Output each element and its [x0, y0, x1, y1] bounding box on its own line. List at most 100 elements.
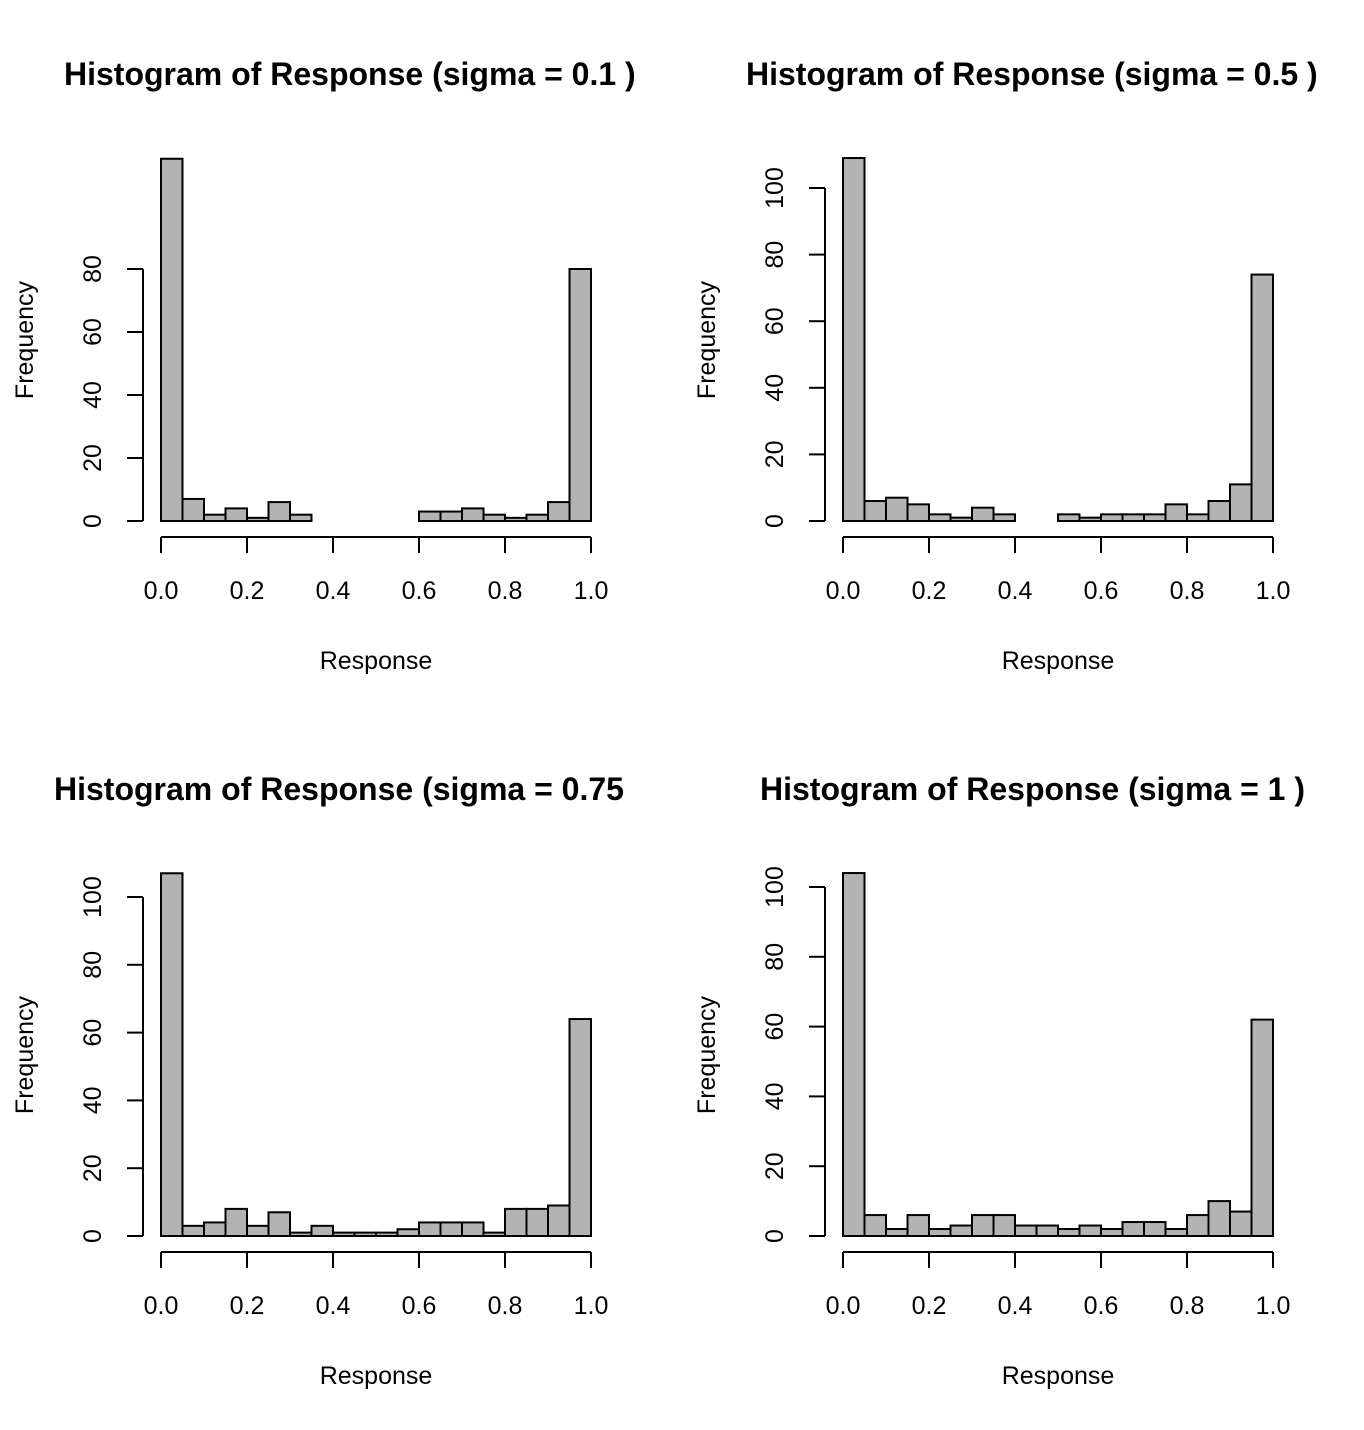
y-tick-label: 60 — [79, 1019, 107, 1047]
histogram-bar — [1078, 1224, 1102, 1238]
y-tick-label: 60 — [79, 318, 107, 346]
panel-title: Histogram of Response (sigma = 0.75 — [54, 771, 624, 807]
y-tick-label: 0 — [761, 1229, 789, 1243]
y-axis: 0 20 40 60 80 100 — [761, 167, 826, 528]
x-tick-label: 0.8 — [1170, 577, 1205, 605]
x-tick-label: 0.6 — [1084, 577, 1119, 605]
histogram-bar — [1250, 273, 1274, 522]
y-tick-label: 40 — [79, 381, 107, 409]
histogram-bar — [461, 507, 485, 522]
histogram-panel-1: Histogram of Response (sigma = 0.1 ) Res… — [11, 56, 636, 675]
x-tick-label: 0.0 — [144, 577, 179, 605]
histogram-bar — [1229, 1210, 1253, 1237]
histogram-bar — [504, 516, 528, 522]
histogram-bar — [1100, 1228, 1124, 1238]
histogram-bar — [547, 501, 571, 523]
y-tick-label: 100 — [79, 876, 107, 918]
bars — [842, 872, 1274, 1238]
histogram-bar — [1143, 513, 1167, 523]
histogram-bar — [842, 157, 866, 522]
x-tick-label: 0.4 — [316, 1292, 351, 1320]
y-tick-label: 100 — [761, 167, 789, 209]
x-axis-label: Response — [320, 1362, 433, 1390]
x-axis-label: Response — [320, 647, 433, 675]
histogram-bar — [203, 513, 227, 523]
histogram-bar — [885, 1228, 909, 1238]
histogram-bar — [160, 872, 184, 1238]
x-tick-label: 1.0 — [574, 577, 609, 605]
histogram-bar — [482, 513, 506, 523]
histogram-bar — [949, 516, 973, 522]
y-tick-label: 0 — [79, 1229, 107, 1243]
y-tick-label: 60 — [761, 307, 789, 335]
histogram-bar — [863, 500, 887, 522]
histogram-bar — [928, 1228, 952, 1238]
histogram-bar — [439, 510, 463, 522]
y-tick-label: 20 — [761, 440, 789, 468]
panel-title: Histogram of Response (sigma = 0.5 ) — [746, 56, 1318, 92]
x-axis-label: Response — [1002, 1362, 1115, 1390]
histogram-bar — [289, 513, 313, 523]
histogram-bar — [568, 1018, 592, 1237]
histogram-bar — [1207, 500, 1231, 522]
y-tick-label: 0 — [79, 514, 107, 528]
x-tick-label: 0.8 — [488, 577, 523, 605]
x-axis-label: Response — [1002, 647, 1115, 675]
x-tick-label: 0.6 — [402, 1292, 437, 1320]
histogram-bar — [1078, 516, 1102, 522]
histogram-bar — [906, 503, 930, 523]
histogram-bar — [289, 1231, 313, 1237]
histogram-bar — [461, 1221, 485, 1237]
histogram-bar — [906, 1214, 930, 1238]
histogram-bar — [1121, 513, 1145, 523]
histogram-bar — [547, 1204, 571, 1237]
histogram-bar — [181, 497, 205, 523]
y-tick-label: 20 — [761, 1152, 789, 1180]
histogram-bar — [568, 268, 592, 522]
histogram-panel-4: Histogram of Response (sigma = 1 ) Respo… — [693, 771, 1305, 1390]
histogram-bar — [971, 506, 995, 522]
histogram-bar — [1014, 1224, 1038, 1238]
histogram-bar — [418, 510, 442, 522]
histogram-bar — [842, 872, 866, 1237]
y-tick-label: 0 — [761, 514, 789, 528]
histogram-bar — [1057, 1228, 1081, 1238]
y-tick-label: 40 — [79, 1086, 107, 1114]
histogram-bar — [1186, 1214, 1210, 1238]
histogram-bar — [863, 1214, 887, 1238]
bars — [160, 157, 592, 523]
histogram-panel-3: Histogram of Response (sigma = 0.75 Resp… — [11, 771, 624, 1390]
x-tick-label: 0.6 — [1084, 1292, 1119, 1320]
histogram-bar — [482, 1231, 506, 1237]
histogram-bar — [1143, 1221, 1167, 1238]
histogram-bar — [353, 1231, 377, 1237]
histogram-bar — [885, 496, 909, 523]
bars — [160, 872, 592, 1238]
x-tick-label: 0.8 — [488, 1292, 523, 1320]
histogram-bar — [1035, 1224, 1059, 1238]
x-tick-label: 0.2 — [912, 1292, 947, 1320]
x-tick-label: 0.0 — [826, 1292, 861, 1320]
y-tick-label: 80 — [761, 943, 789, 971]
x-tick-label: 0.0 — [144, 1292, 179, 1320]
y-tick-label: 40 — [761, 1082, 789, 1110]
x-tick-label: 0.0 — [826, 577, 861, 605]
histogram-bar — [525, 1207, 549, 1238]
histogram-bar — [1207, 1200, 1231, 1237]
y-tick-label: 80 — [761, 241, 789, 269]
y-tick-label: 80 — [79, 255, 107, 283]
histogram-bar — [1164, 1228, 1188, 1238]
y-tick-label: 100 — [761, 866, 789, 908]
histogram-bar — [396, 1228, 420, 1237]
y-tick-label: 20 — [79, 444, 107, 472]
y-axis-label: Frequency — [11, 995, 39, 1114]
x-tick-label: 0.2 — [230, 577, 265, 605]
histogram-bar — [246, 516, 270, 522]
y-tick-label: 20 — [79, 1154, 107, 1182]
histogram-bar — [418, 1221, 442, 1237]
x-tick-label: 1.0 — [574, 1292, 609, 1320]
y-axis: 0 20 40 60 80 100 — [79, 876, 144, 1243]
y-axis-label: Frequency — [11, 280, 39, 399]
x-tick-label: 0.6 — [402, 577, 437, 605]
